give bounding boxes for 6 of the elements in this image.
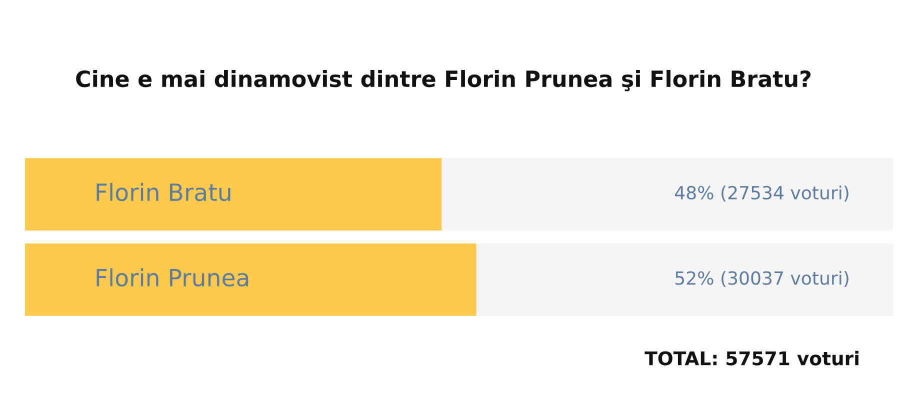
y-tick-label: Florin Prunea bbox=[96, 268, 248, 287]
chart-title: Cine e mai dinamovist dintre Florin Prunea şi Florin Bratu? bbox=[76, 70, 811, 92]
data-label: 48% (27534 voturi) bbox=[674, 186, 848, 202]
y-tick-label: Florin Bratu bbox=[96, 182, 230, 202]
text: TOTAL: 57571 voturi bbox=[644, 350, 858, 366]
data-label: 52% (30037 voturi) bbox=[676, 270, 848, 288]
